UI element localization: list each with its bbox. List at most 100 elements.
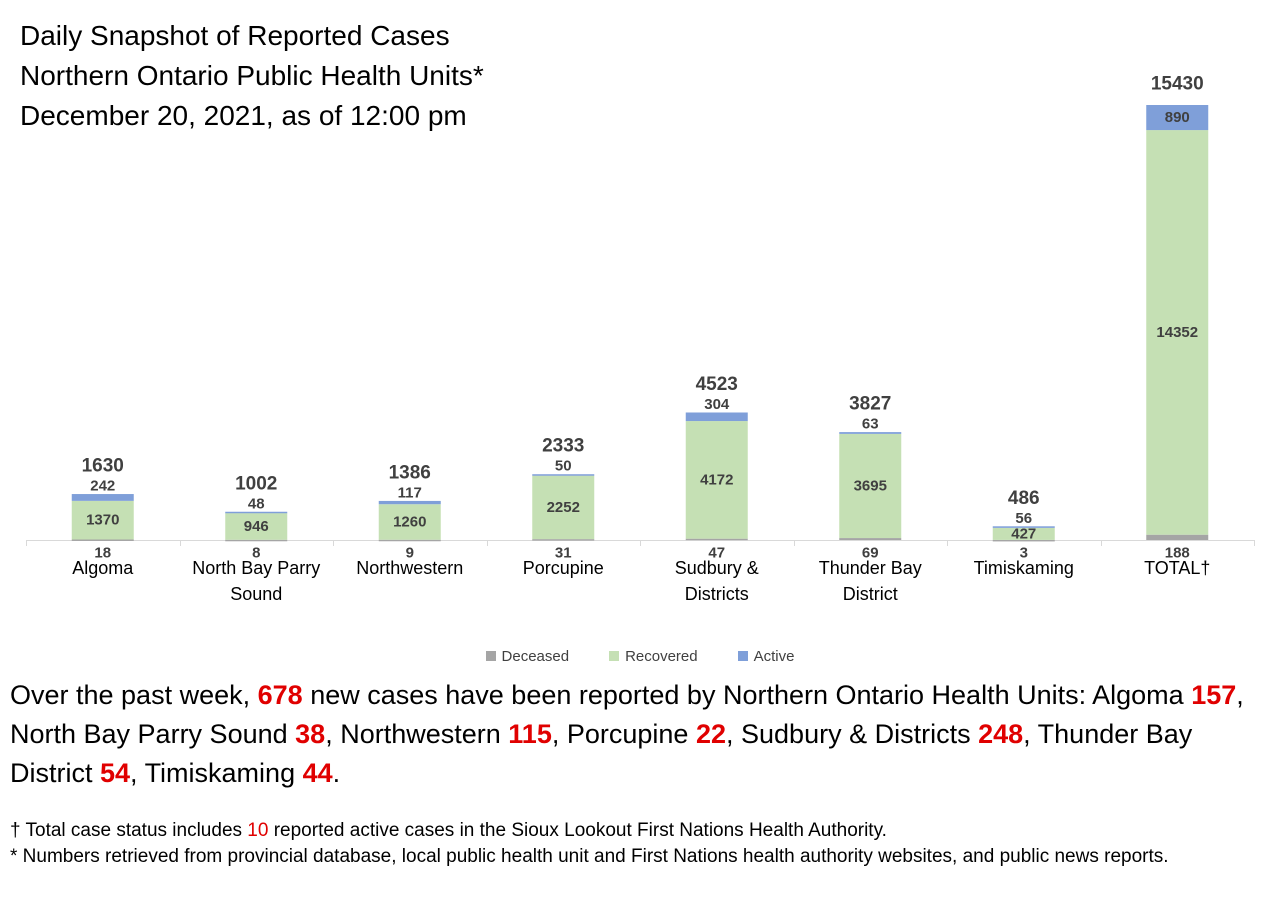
legend-swatch-deceased: [485, 651, 496, 661]
bar-recovered-segment: [225, 513, 288, 540]
data-label-recovered: 946: [244, 518, 269, 535]
summary-unit-name: North Bay Parry Sound: [10, 719, 296, 749]
legend-swatch-active: [737, 651, 748, 661]
summary-intro-2: new cases have been reported by Northern…: [302, 680, 1093, 710]
bar-deceased-segment: [71, 539, 134, 541]
footnote-sources: * Numbers retrieved from provincial data…: [10, 846, 1169, 867]
data-label-recovered: 14352: [1156, 324, 1198, 341]
summary-unit-name: Algoma: [1092, 680, 1192, 710]
summary-unit-name: Thunder Bay District: [10, 719, 1193, 788]
bar-recovered-segment: [378, 504, 441, 540]
summary-unit-name: Northwestern: [340, 719, 509, 749]
data-label-recovered: 427: [1011, 525, 1036, 542]
data-label-total: 4523: [696, 374, 738, 395]
title-line-1: Daily Snapshot of Reported Cases: [20, 20, 450, 51]
footnote-total: † Total case status includes 10 reported…: [10, 818, 1270, 844]
data-label-active: 63: [862, 416, 879, 433]
bar-recovered-segment: [532, 475, 595, 540]
data-label-recovered: 3695: [854, 477, 887, 494]
bar-active-segment: [839, 432, 902, 434]
data-label-active: 117: [398, 484, 422, 501]
data-label-total: 1386: [389, 462, 431, 483]
data-label-total: 2333: [542, 436, 584, 457]
legend-label-recovered: Recovered: [625, 648, 698, 665]
data-label-deceased: 8: [252, 545, 260, 562]
data-label-total: 1630: [82, 456, 124, 477]
bar-deceased-segment: [992, 539, 1055, 542]
summary-unit-count: 44: [302, 758, 333, 788]
data-label-deceased: 3: [1020, 545, 1028, 562]
summary-unit-name: Sudbury & Districts: [741, 719, 979, 749]
bar-deceased-segment: [378, 539, 441, 542]
title-line-2: Northern Ontario Public Health Units*: [20, 60, 484, 91]
summary-unit-count: 38: [295, 719, 326, 749]
data-label-active: 890: [1165, 109, 1190, 126]
bar-active-segment: [532, 474, 595, 476]
bar-active-segment: [225, 511, 288, 514]
legend-item-recovered: Recovered: [609, 648, 698, 665]
bar-recovered-segment: [992, 527, 1055, 540]
chart-legend: Deceased Recovered Active: [0, 648, 1280, 665]
summary-unit-name: Porcupine: [566, 719, 696, 749]
category-label: Algoma: [72, 558, 134, 578]
data-label-active: 56: [1015, 510, 1032, 527]
legend-item-active: Active: [737, 648, 795, 665]
footnote-total-post: reported active cases in the Sioux Looko…: [268, 820, 887, 841]
category-label: Northwestern: [356, 558, 463, 578]
bar-recovered-segment: [839, 433, 902, 539]
summary-unit-name: Timiskaming: [144, 758, 303, 788]
data-label-active: 242: [90, 478, 115, 495]
data-label-total: 486: [1008, 488, 1040, 509]
data-label-total: 15430: [1151, 74, 1204, 95]
category-label: TOTAL†: [1144, 558, 1210, 578]
data-label-total: 3827: [849, 394, 891, 415]
category-label: Timiskaming: [974, 558, 1074, 578]
data-label-deceased: 188: [1165, 545, 1190, 562]
data-label-recovered: 4172: [700, 471, 733, 488]
data-label-deceased: 9: [406, 545, 414, 562]
bar-recovered-segment: [71, 500, 134, 540]
category-label: Sound: [230, 584, 282, 604]
bar-deceased-segment: [225, 539, 288, 542]
summary-total-new: 678: [257, 680, 303, 710]
chart-title: Daily Snapshot of Reported Cases Norther…: [20, 16, 484, 136]
data-label-recovered: 1260: [393, 513, 426, 530]
category-label: Sudbury &: [675, 558, 759, 578]
bar-active-segment: [378, 500, 441, 505]
bar-active-segment: [992, 526, 1055, 528]
data-label-deceased: 47: [708, 545, 725, 562]
category-label: District: [843, 584, 898, 604]
category-label: Porcupine: [523, 558, 604, 578]
data-label-recovered: 2252: [547, 499, 580, 516]
summary-unit-count: 157: [1191, 680, 1237, 710]
data-label-recovered: 1370: [86, 512, 119, 529]
category-label: Thunder Bay: [819, 558, 922, 578]
bar-active-segment: [685, 412, 748, 422]
summary-unit-count: 54: [100, 758, 131, 788]
bar-deceased-segment: [839, 538, 902, 540]
legend-label-active: Active: [753, 648, 795, 665]
summary-unit-count: 115: [508, 719, 552, 749]
category-label: North Bay Parry: [192, 558, 320, 578]
legend-item-deceased: Deceased: [485, 648, 570, 665]
bar-recovered-segment: [685, 421, 748, 539]
bar-recovered-segment: [1146, 130, 1209, 535]
legend-label-deceased: Deceased: [501, 648, 570, 665]
bar-active-segment: [71, 494, 134, 501]
summary-items: Algoma 157, North Bay Parry Sound 38, No…: [10, 680, 1244, 788]
summary-unit-count: 248: [978, 719, 1024, 749]
bar-active-segment: [1146, 105, 1209, 131]
data-label-deceased: 69: [862, 545, 879, 562]
category-label: Districts: [685, 584, 749, 604]
footnote-total-number: 10: [247, 820, 269, 841]
summary-unit-count: 22: [695, 719, 726, 749]
data-label-active: 304: [704, 396, 730, 413]
data-label-deceased: 18: [94, 545, 111, 562]
footnotes: † Total case status includes 10 reported…: [10, 818, 1270, 870]
data-label-total: 1002: [235, 473, 277, 494]
data-label-deceased: 31: [555, 545, 572, 562]
legend-swatch-recovered: [609, 651, 620, 661]
summary-intro: Over the past week,: [10, 680, 258, 710]
bar-deceased-segment: [1146, 534, 1209, 540]
